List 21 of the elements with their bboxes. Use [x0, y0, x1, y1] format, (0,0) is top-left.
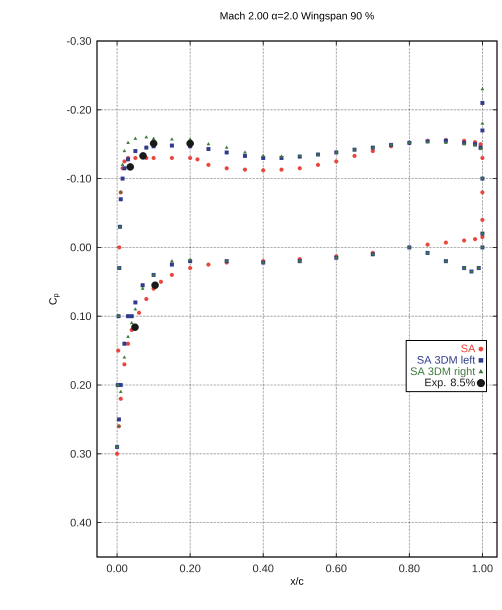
y-tick-label: 0.00 [70, 244, 92, 252]
x-tick-label: 0.00 [106, 564, 128, 572]
y-tick-label: -0.20 [66, 106, 92, 114]
legend-label: SA [461, 344, 476, 352]
legend-label: SA 3DM right [410, 367, 476, 378]
x-tick-label: 0.40 [252, 564, 274, 572]
y-tick-label: 0.30 [70, 450, 92, 458]
x-axis-title: x/c [290, 577, 304, 585]
y-tick-label: 0.20 [70, 381, 92, 389]
y-tick-label: 0.40 [70, 518, 92, 526]
y-axis-title: C$_{p}$ [49, 294, 60, 305]
y-tick-label: 0.10 [70, 312, 92, 320]
y-tick-label: -0.30 [66, 37, 92, 45]
x-tick-label: 1.00 [472, 564, 493, 572]
legend-label: SA 3DM left [417, 356, 476, 364]
chart-title: Mach 2.00 α=2.0 Wingspan 90 % [220, 12, 374, 22]
x-tick-label: 0.20 [180, 564, 200, 572]
x-tick-label: 0.80 [399, 564, 420, 572]
y-tick-label: -0.10 [66, 174, 92, 182]
legend-label: Exp. 8.5% [425, 378, 475, 388]
x-tick-label: 0.60 [326, 564, 346, 572]
